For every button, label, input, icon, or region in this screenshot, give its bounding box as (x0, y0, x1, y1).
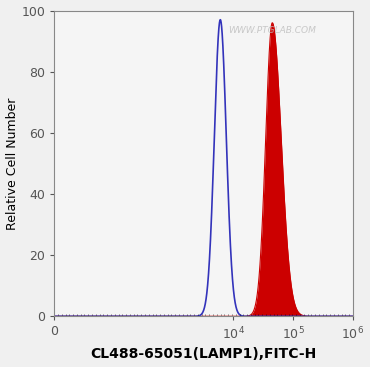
Text: WWW.PTGLAB.COM: WWW.PTGLAB.COM (228, 26, 316, 35)
Y-axis label: Relative Cell Number: Relative Cell Number (6, 97, 18, 230)
X-axis label: CL488-65051(LAMP1),FITC-H: CL488-65051(LAMP1),FITC-H (90, 348, 317, 361)
